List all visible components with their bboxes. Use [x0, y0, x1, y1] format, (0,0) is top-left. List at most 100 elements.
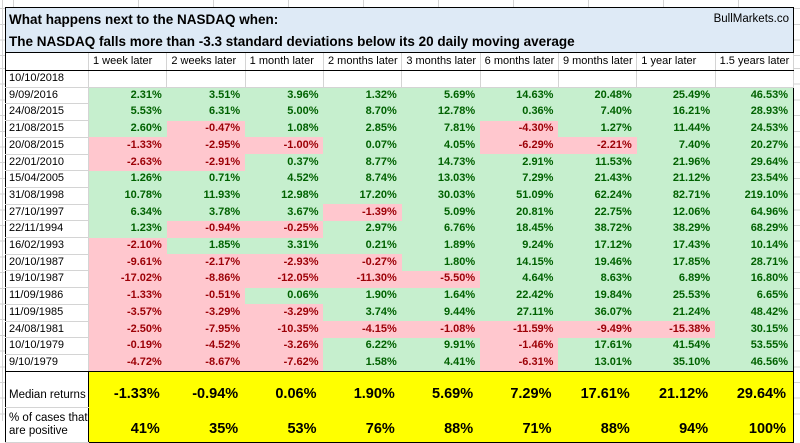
median-value: 5.69% [401, 371, 481, 408]
return-cell: 0.37% [245, 154, 324, 171]
date-cell: 16/02/1993 [5, 237, 89, 255]
return-cell: 11.44% [636, 120, 716, 138]
return-cell: 14.63% [480, 87, 559, 104]
return-cell: 62.24% [558, 187, 637, 205]
table-row: 11/09/1986 -1.33% -0.51% 0.06% 1.90% 1.64% 22.… [5, 287, 794, 305]
return-cell: -3.29% [166, 304, 246, 322]
return-cell: -0.51% [166, 287, 246, 305]
return-cell: 0.36% [480, 103, 559, 121]
return-cell: -2.91% [166, 154, 246, 171]
return-cell: 1.26% [88, 170, 167, 188]
title-cell-2: The NASDAQ falls more than -3.3 standard… [5, 30, 794, 53]
return-cell: -15.38% [636, 321, 716, 338]
return-cell: -4.72% [88, 354, 167, 372]
pct-positive-value: 94% [636, 407, 716, 443]
return-cell: 9.44% [401, 304, 481, 322]
return-cell: 14.15% [480, 254, 559, 271]
return-cell: -17.02% [88, 270, 167, 288]
return-cell: -4.15% [323, 321, 402, 338]
return-cell: -2.10% [88, 237, 167, 255]
return-cell: 16.80% [715, 270, 794, 288]
return-cell [714, 70, 795, 88]
return-cell: 1.89% [401, 237, 481, 255]
return-cell: 64.96% [715, 204, 794, 221]
pct-positive-value: 76% [323, 407, 402, 443]
table-row: 11/09/1985 -3.57% -3.29% -3.29% 3.74% 9.44% 27… [5, 303, 794, 322]
return-cell: 82.71% [636, 187, 716, 205]
return-cell: -7.95% [166, 321, 246, 338]
return-cell: 2.97% [323, 220, 402, 238]
return-cell: -5.50% [401, 270, 481, 288]
return-cell: -1.33% [88, 137, 167, 155]
table-row: 9/09/2016 2.31% 3.51% 3.96% 1.32% 5.69% 14.63%… [5, 86, 794, 105]
return-cell: -2.95% [166, 137, 246, 155]
table-row: 24/08/2015 5.53% 6.31% 5.00% 8.70% 12.78% 0.36… [5, 103, 794, 122]
return-cell: 0.07% [323, 137, 402, 155]
table-row: 22/11/1994 1.23% -0.94% -0.25% 2.97% 6.76% 18.… [5, 220, 794, 239]
return-cell: 20.27% [715, 137, 794, 155]
return-cell [322, 70, 403, 88]
table-row: 27/10/1997 6.34% 3.78% 3.67% -1.39% 5.09% 20.8… [5, 203, 794, 222]
return-cell: 2.60% [88, 120, 167, 138]
return-cell: 17.43% [636, 237, 716, 255]
return-cell: -0.25% [245, 220, 324, 238]
return-cell: 18.45% [480, 220, 559, 238]
return-cell: 5.09% [401, 204, 481, 221]
date-cell: 21/08/2015 [5, 120, 89, 138]
return-cell: 20.48% [558, 87, 637, 104]
return-cell: 7.29% [480, 170, 559, 188]
return-cell: 0.71% [166, 170, 246, 188]
column-header: 9 months later [557, 52, 638, 71]
date-cell: 31/08/1998 [5, 186, 89, 205]
pct-positive-value: 41% [88, 407, 167, 443]
date-cell: 24/08/1981 [5, 320, 89, 339]
return-cell: -0.27% [323, 254, 402, 271]
column-header: 1 week later [87, 52, 168, 71]
date-cell: 22/01/2010 [5, 153, 89, 172]
table-row: 19/10/1987 -17.02% -8.86% -12.05% -11.30% -5.… [5, 270, 794, 289]
return-cell: -0.47% [166, 120, 246, 138]
return-cell: 8.63% [558, 270, 637, 288]
pct-positive-value: 71% [480, 407, 559, 443]
return-cell: 16.21% [636, 103, 716, 121]
table-row: 31/08/1998 10.78% 11.93% 12.98% 17.20% 30.03%… [5, 186, 794, 205]
median-value: 29.64% [715, 371, 794, 408]
return-cell: 20.81% [480, 204, 559, 221]
return-cell [244, 70, 324, 88]
return-cell: 21.43% [558, 170, 637, 188]
date-cell: 27/10/1997 [5, 203, 89, 222]
return-cell: 12.78% [401, 103, 481, 121]
return-cell: -2.63% [88, 154, 167, 171]
column-header: 1 year later [636, 52, 716, 71]
table-row: 15/04/2005 1.26% 0.71% 4.52% 8.74% 13.03% 7.29… [5, 170, 794, 188]
table-row: 10/10/1979 -0.19% -4.52% -3.26% 6.22% 9.91% -1… [5, 337, 794, 355]
return-cell: 25.49% [636, 87, 716, 104]
return-cell: 7.81% [401, 120, 481, 138]
return-cell: -2.17% [166, 254, 246, 271]
return-cell: 1.64% [401, 287, 481, 305]
pct-positive-value: 35% [166, 407, 246, 443]
return-cell: -2.50% [88, 321, 167, 338]
return-cell: -10.35% [245, 321, 324, 338]
return-cell: -0.19% [88, 337, 167, 355]
return-cell: 9.91% [401, 337, 481, 355]
return-cell: 41.54% [636, 337, 716, 355]
return-cell: -2.21% [558, 137, 637, 155]
return-cell: 4.05% [401, 137, 481, 155]
return-cell: 2.85% [323, 120, 402, 138]
return-cell [479, 70, 559, 88]
return-cell: 2.91% [480, 154, 559, 171]
return-cell: 4.64% [480, 270, 559, 288]
return-cell: -11.30% [323, 270, 402, 288]
date-cell: 20/10/1987 [5, 253, 89, 272]
return-cell: 9.24% [480, 237, 559, 255]
return-cell: -4.52% [166, 337, 246, 355]
table-row: 20/08/2015 -1.33% -2.95% -1.00% 0.07% 4.05% -6… [5, 136, 794, 155]
pct-positive-value: 53% [245, 407, 324, 443]
return-cell: 46.56% [715, 354, 794, 372]
return-cell: 14.73% [401, 154, 481, 171]
return-cell: 1.27% [558, 120, 637, 138]
return-cell: 21.24% [636, 304, 716, 322]
date-cell: 10/10/1979 [5, 337, 89, 355]
return-cell: 1.85% [166, 237, 246, 255]
